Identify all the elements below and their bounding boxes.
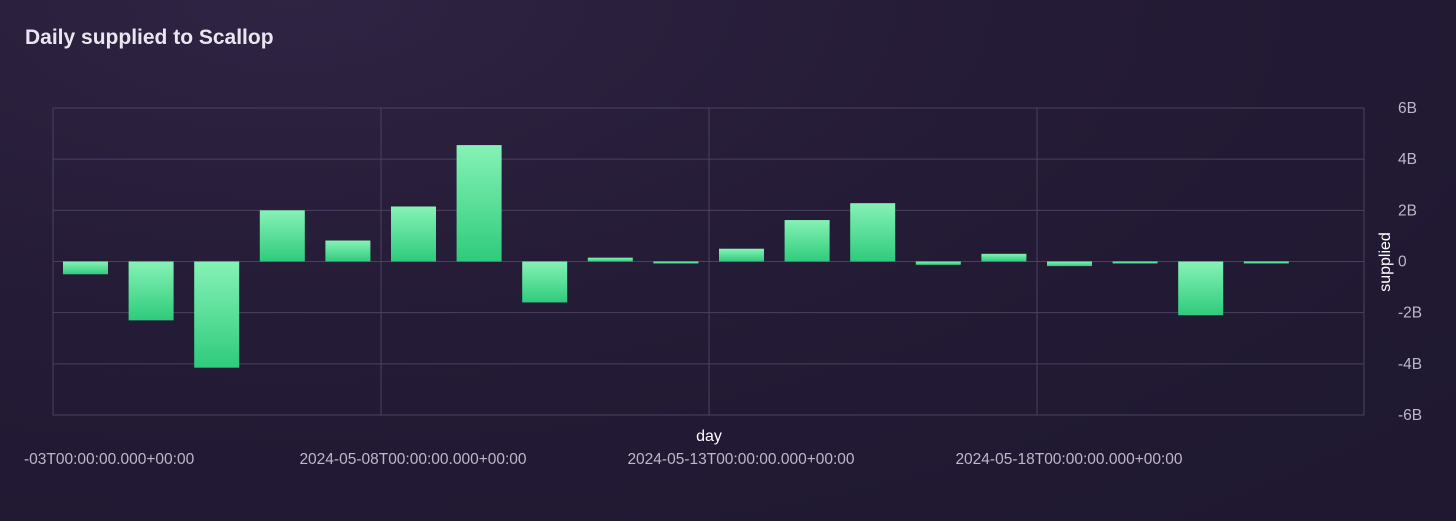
bar-2024-05-07	[325, 240, 371, 262]
x-tick-label: 2024-05-13T00:00:00.000+00:00	[627, 451, 854, 468]
bar-2024-05-19	[1112, 261, 1158, 264]
bar-2024-05-16	[915, 261, 961, 265]
bar-2024-05-18	[1047, 261, 1092, 267]
y-tick-label: 0	[1398, 254, 1407, 271]
bar-2024-05-14	[784, 220, 830, 262]
x-axis-title: day	[696, 428, 722, 445]
bar-2024-05-20	[1178, 261, 1224, 316]
bar-2024-05-08	[391, 206, 436, 262]
y-tick-label: 4B	[1398, 151, 1417, 168]
bar-2024-05-11	[587, 257, 633, 262]
y-axis-title: supplied	[1377, 232, 1394, 292]
y-tick-label: -6B	[1398, 407, 1422, 424]
bar-2024-05-09	[456, 145, 502, 262]
bar-2024-05-17	[981, 253, 1027, 262]
y-tick-label: -2B	[1398, 305, 1422, 322]
bar-2024-05-10	[522, 261, 568, 303]
bar-2024-05-04	[128, 261, 174, 321]
bar-2024-05-21	[1243, 261, 1289, 264]
bar-2024-05-13	[719, 248, 764, 262]
y-tick-label: 2B	[1398, 202, 1417, 219]
y-tick-label: -4B	[1398, 356, 1422, 373]
bar-2024-05-15	[850, 203, 896, 262]
bar-2024-05-06	[259, 210, 305, 262]
y-tick-label: 6B	[1398, 100, 1417, 117]
x-tick-label: -03T00:00:00.000+00:00	[24, 451, 195, 468]
x-tick-labels: -03T00:00:00.000+00:00 2024-05-08T00:00:0…	[24, 451, 1183, 468]
x-tick-label: 2024-05-18T00:00:00.000+00:00	[955, 451, 1182, 468]
x-tick-label: 2024-05-08T00:00:00.000+00:00	[299, 451, 526, 468]
bar-2024-05-05	[194, 261, 240, 368]
bar-2024-05-03	[63, 261, 108, 275]
y-tick-labels: 6B 4B 2B 0 -2B -4B -6B	[1398, 100, 1422, 424]
bar-2024-05-12	[653, 261, 699, 264]
chart-title: Daily supplied to Scallop	[25, 26, 274, 49]
bars	[63, 145, 1289, 368]
grid-lines	[52, 107, 1365, 416]
